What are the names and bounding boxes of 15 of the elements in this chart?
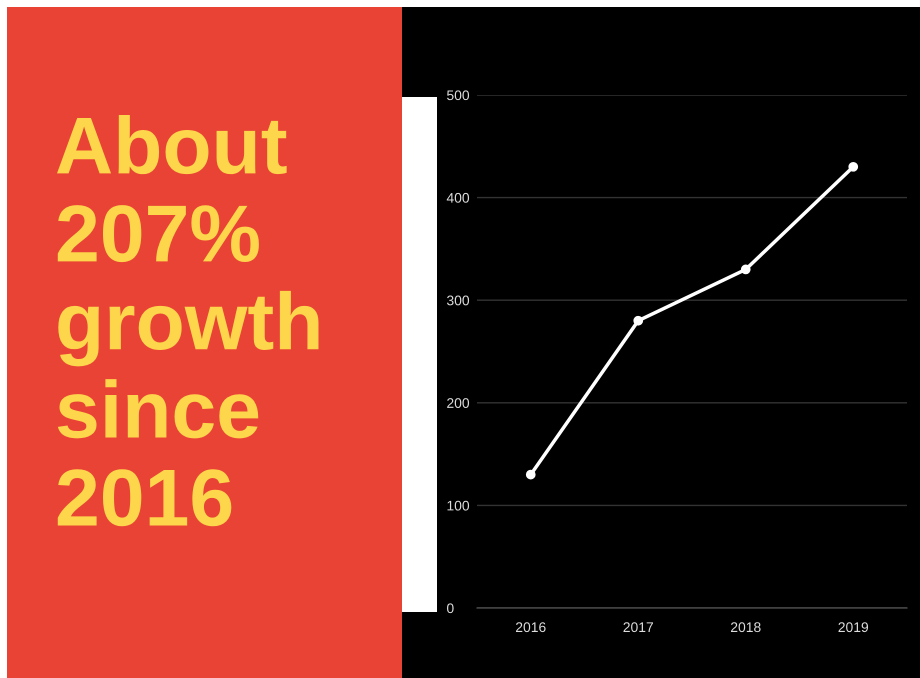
x-tick-label: 2017: [624, 622, 654, 632]
y-tick-label: 100: [448, 500, 470, 511]
y-tick-label: 500: [447, 90, 470, 100]
point: [848, 162, 858, 172]
x-tick-label: 2016: [516, 622, 546, 632]
y-tick-label: 300: [446, 296, 470, 306]
text: About 207% growth since 2016: [57, 115, 318, 526]
point: [740, 264, 751, 274]
y-tick-label: 0: [446, 603, 454, 614]
y-tick-label: 200: [447, 398, 470, 408]
point: [633, 316, 644, 326]
y-tick-label: 400: [446, 192, 470, 203]
x-tick-label: 2019: [838, 622, 868, 632]
point: [526, 470, 536, 480]
x-tick-label: 2018: [731, 622, 761, 632]
